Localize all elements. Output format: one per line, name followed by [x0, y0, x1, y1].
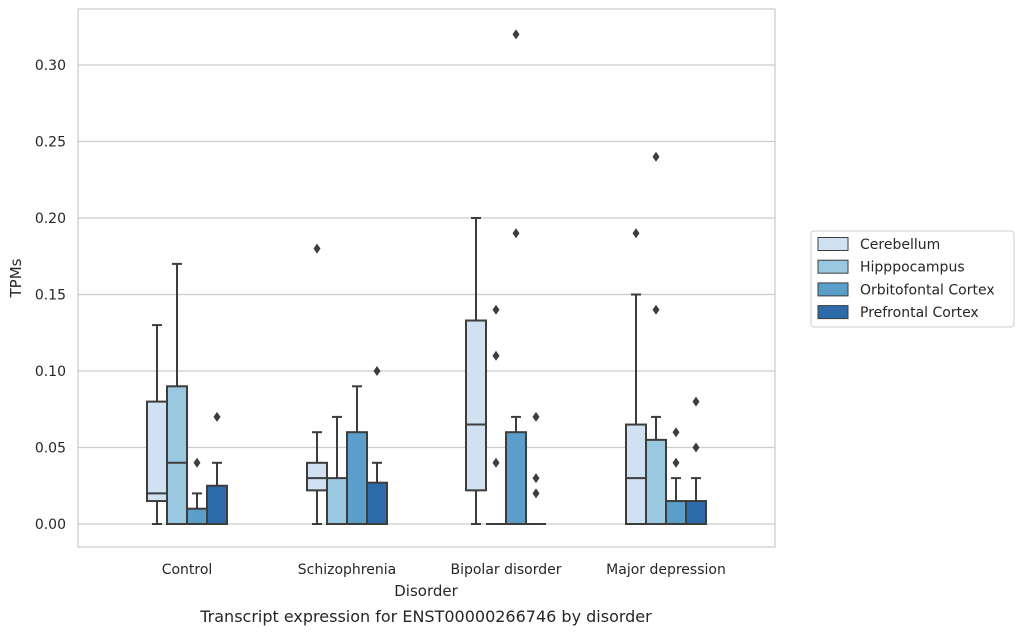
box-2-1	[346, 385, 368, 526]
box-0-3	[625, 228, 647, 525]
box-rect	[326, 477, 348, 526]
y-tick-label: 0.00	[35, 517, 66, 533]
outlier-point	[512, 29, 520, 40]
y-axis-label: TPMs	[7, 258, 25, 298]
plot-frame	[77, 8, 776, 548]
legend-frame	[810, 230, 1015, 328]
box-0-2	[465, 217, 487, 525]
box-rect	[625, 423, 647, 525]
box-0-0	[146, 324, 168, 525]
x-tick-label: Bipolar disorder	[450, 562, 561, 578]
legend-swatch	[817, 305, 849, 320]
box-rect	[465, 319, 487, 492]
outlier-point	[692, 396, 700, 407]
outlier-point	[532, 473, 540, 484]
legend-swatch	[817, 282, 849, 297]
box-rect	[206, 484, 228, 525]
box-2-3	[665, 427, 687, 525]
y-tick-label: 0.25	[35, 135, 66, 151]
box-3-0	[206, 411, 228, 525]
box-rect	[685, 500, 707, 525]
x-tick-label: Major depression	[606, 562, 726, 578]
legend: Cerebellum Hipppocampus Orbitofontal Corte…	[810, 230, 1015, 328]
legend-label: Hipppocampus	[860, 260, 965, 276]
outlier-point	[672, 457, 680, 468]
box-rect	[665, 500, 687, 525]
outlier-point	[373, 366, 381, 376]
outlier-point	[632, 228, 640, 239]
box-1-0	[166, 262, 188, 525]
outlier-point	[492, 457, 500, 468]
gridlines	[78, 64, 775, 525]
y-tick-label: 0.10	[35, 364, 66, 380]
box-1-2	[486, 304, 506, 525]
box-1-1	[326, 415, 348, 526]
outlier-point	[193, 457, 201, 468]
box-1-3	[645, 151, 667, 526]
box-2-0	[186, 457, 208, 526]
box-rect	[146, 400, 168, 503]
outlier-point	[672, 427, 680, 438]
outlier-point	[532, 411, 540, 422]
box-rect	[346, 431, 368, 526]
y-tick-label: 0.05	[35, 441, 66, 457]
x-tick-label: Schizophrenia	[298, 562, 396, 578]
y-tick-label: 0.15	[35, 288, 66, 304]
box-3-3	[685, 396, 707, 525]
outlier-point	[652, 304, 660, 315]
box-rect	[186, 507, 208, 526]
outlier-point	[492, 304, 500, 315]
y-tick-labels: 0.00 0.05 0.10 0.15 0.20 0.25 0.30	[35, 58, 66, 533]
box-rect	[645, 438, 667, 526]
chart-caption: Transcript expression for ENST0000026674…	[199, 607, 652, 626]
legend-label: Orbitofontal Cortex	[860, 282, 995, 298]
box-0-1	[306, 243, 328, 525]
box-rect	[306, 461, 328, 492]
box-3-1	[366, 366, 388, 526]
box-rect	[366, 481, 388, 526]
boxes-layer	[146, 29, 707, 526]
outlier-point	[532, 488, 540, 499]
box-rect	[505, 431, 527, 526]
y-tick-label: 0.30	[35, 58, 66, 74]
box-3-2	[526, 411, 546, 525]
outlier-point	[512, 228, 520, 239]
outlier-point	[213, 411, 221, 422]
outlier-point	[313, 243, 321, 254]
outlier-point	[692, 442, 700, 453]
legend-label: Cerebellum	[860, 237, 940, 253]
y-tick-label: 0.20	[35, 211, 66, 227]
legend-swatch	[817, 259, 849, 274]
x-axis-label: Disorder	[394, 582, 458, 600]
outlier-point	[652, 151, 660, 162]
x-tick-label: Control	[162, 562, 213, 578]
legend-label: Prefrontal Cortex	[860, 305, 979, 321]
box-2-2	[505, 29, 527, 526]
box-rect	[166, 385, 188, 525]
outlier-point	[492, 350, 500, 361]
x-tick-labels: Control Schizophrenia Bipolar disorder Majo…	[162, 562, 726, 578]
legend-swatch	[817, 237, 849, 251]
